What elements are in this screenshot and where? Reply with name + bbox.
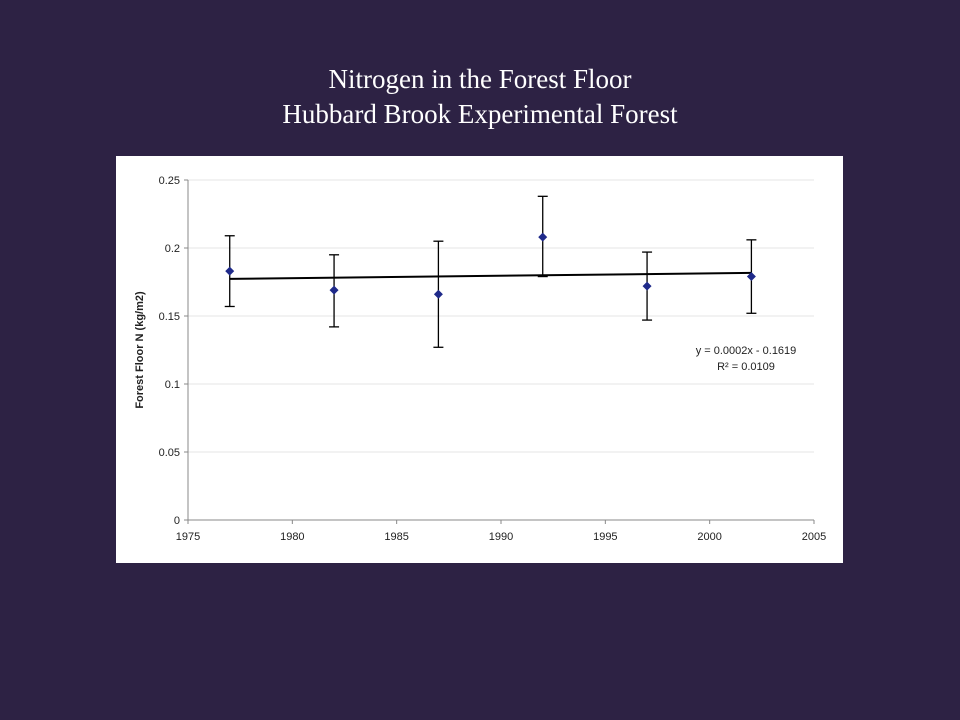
y-axis-label: Forest Floor N (kg/m2) xyxy=(134,291,146,409)
x-tick-label: 2000 xyxy=(697,531,721,543)
trendline xyxy=(229,271,752,280)
data-point xyxy=(225,266,235,276)
y-tick-label: 0.2 xyxy=(165,243,180,255)
x-tick-label: 2005 xyxy=(802,531,826,543)
y-tick-label: 0.25 xyxy=(159,175,180,187)
y-tick-labels: 0 0.05 0.1 0.15 0.2 0.25 xyxy=(159,175,180,527)
x-tick-label: 1980 xyxy=(280,531,304,543)
scatter-chart: 0 0.05 0.1 0.15 0.2 0.25 1975 1980 1985 1990 1995… xyxy=(134,175,826,543)
data-point xyxy=(538,232,548,242)
data-point xyxy=(329,285,339,295)
y-tick-label: 0.1 xyxy=(165,379,180,391)
x-tick-label: 1985 xyxy=(384,531,408,543)
data-point xyxy=(746,272,756,282)
x-tick-label: 1990 xyxy=(489,531,513,543)
x-tick-labels: 1975 1980 1985 1990 1995 2000 2005 xyxy=(176,531,826,543)
trendline-layer xyxy=(229,271,752,280)
data-points xyxy=(225,232,756,299)
x-tick-label: 1995 xyxy=(593,531,617,543)
title-line-2: Hubbard Brook Experimental Forest xyxy=(282,99,678,129)
x-tick-label: 1975 xyxy=(176,531,200,543)
y-tick-label: 0.15 xyxy=(159,311,180,323)
chart-panel: 0 0.05 0.1 0.15 0.2 0.25 1975 1980 1985 1990 1995… xyxy=(116,156,843,563)
trendline-equation: y = 0.0002x - 0.1619 xyxy=(696,345,797,357)
error-bars xyxy=(224,195,757,348)
slide-title: Nitrogen in the Forest Floor Hubbard Bro… xyxy=(0,62,960,132)
title-line-1: Nitrogen in the Forest Floor xyxy=(328,64,632,94)
data-point xyxy=(433,289,443,299)
trendline-r-squared: R² = 0.0109 xyxy=(717,361,775,373)
y-tick-label: 0.05 xyxy=(159,447,180,459)
data-point xyxy=(642,281,652,291)
y-tick-label: 0 xyxy=(174,515,180,527)
axes xyxy=(184,179,815,524)
grid-lines xyxy=(188,179,814,453)
